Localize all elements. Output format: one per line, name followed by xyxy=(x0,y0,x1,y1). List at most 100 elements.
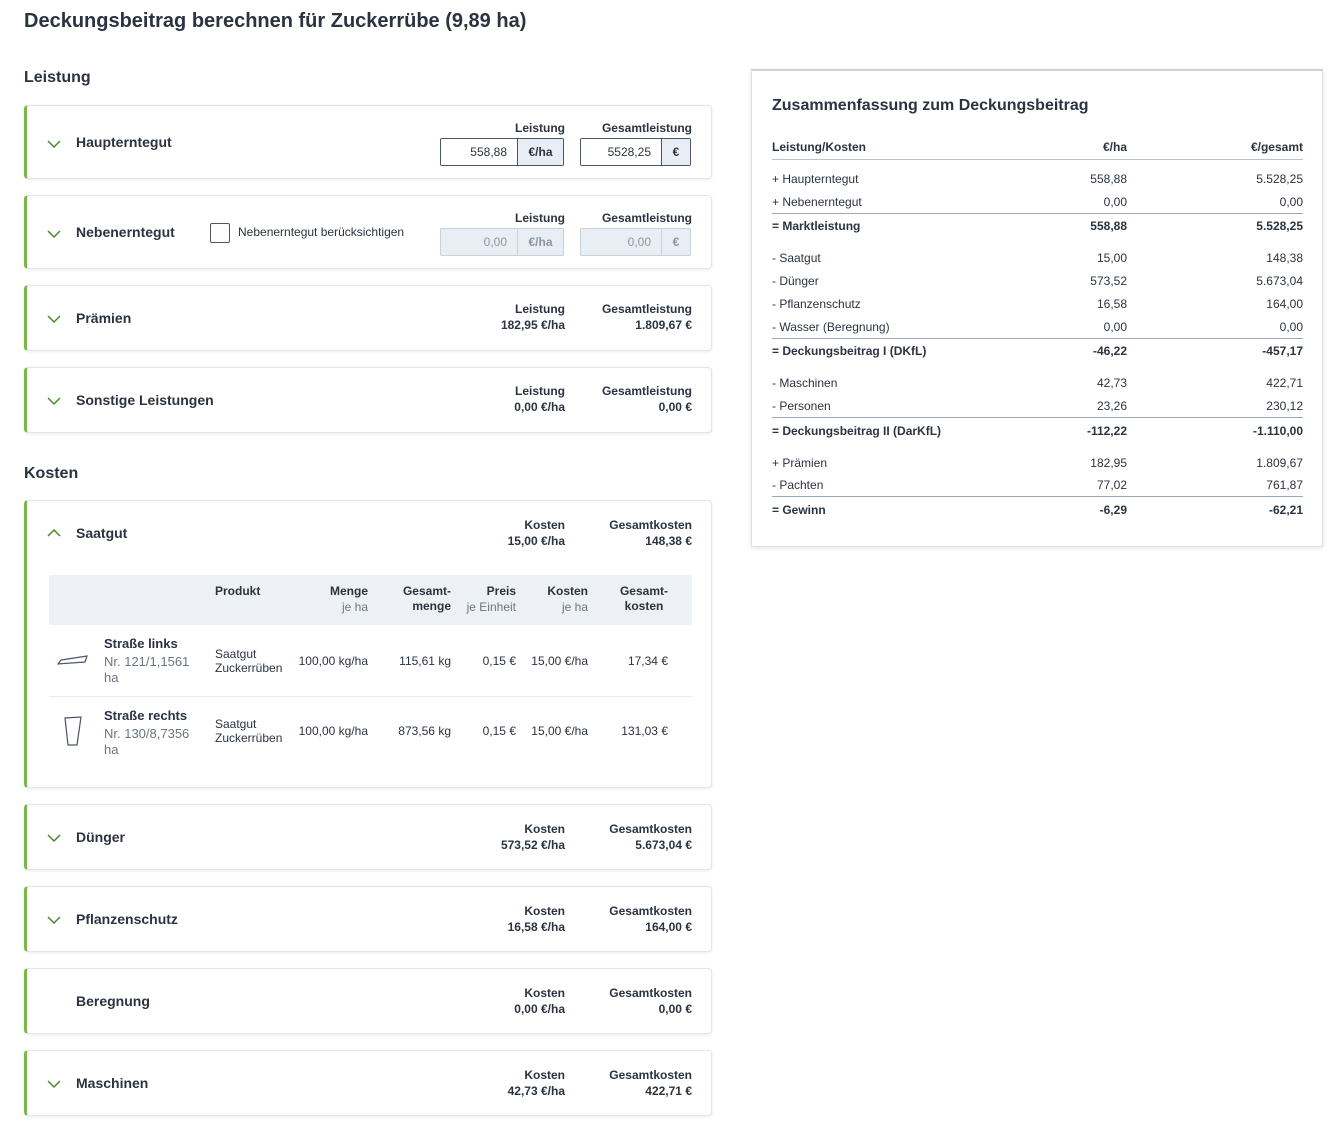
field-number: Nr. 121/1,1561 ha xyxy=(104,654,204,686)
card-header-pflanzenschutz[interactable]: Pflanzenschutz Kosten 16,58 €/ha Gesamtk… xyxy=(27,887,711,953)
summary-row-total: 5.528,25 xyxy=(1256,219,1303,233)
leistung-input-group[interactable]: 558,88 €/ha xyxy=(440,138,564,166)
summary-row-per-ha: 182,95 xyxy=(1090,456,1127,470)
gesamtkosten-metric: Gesamtkosten 148,38 € xyxy=(609,517,692,549)
summary-row-total: 5.673,04 xyxy=(1256,274,1303,288)
card-header-maschinen[interactable]: Maschinen Kosten 42,73 €/ha Gesamtkosten… xyxy=(27,1051,711,1117)
card-title: Sonstige Leistungen xyxy=(76,392,214,408)
summary-row-label: = Marktleistung xyxy=(772,219,861,233)
col-menge-title: Menge xyxy=(329,584,368,598)
card-pflanzenschutz: Pflanzenschutz Kosten 16,58 €/ha Gesamtk… xyxy=(24,886,712,952)
summary-row-per-ha: 558,88 xyxy=(1090,172,1127,186)
summary-row-label: - Personen xyxy=(772,399,831,413)
nebenerntegut-checkbox-label[interactable]: Nebenerntegut berücksichtigen xyxy=(238,225,405,239)
metric-value: 573,52 €/ha xyxy=(500,838,565,852)
chevron-down-icon[interactable] xyxy=(47,396,61,406)
leistung-input-group-disabled: 0,00 €/ha xyxy=(440,228,564,256)
summary-row-label: + Nebenerntegut xyxy=(772,195,862,209)
nebenerntegut-checkbox[interactable] xyxy=(210,223,230,243)
summary-row-total-gewinn: = Gewinn -6,29 -62,21 xyxy=(772,500,1303,520)
chevron-down-icon[interactable] xyxy=(47,229,61,239)
chevron-down-icon[interactable] xyxy=(47,833,61,843)
unit-per-ha: €/ha xyxy=(517,229,563,255)
card-praemien: Prämien Leistung 182,95 €/ha Gesamtleist… xyxy=(24,285,712,351)
summary-row-label: + Prämien xyxy=(772,456,828,470)
metric-value: 15,00 €/ha xyxy=(507,534,565,548)
kosten-metric: Kosten 42,73 €/ha xyxy=(508,1067,565,1099)
summary-row-total: -457,17 xyxy=(1262,344,1303,358)
summary-divider xyxy=(772,159,1303,160)
summary-row-per-ha: 558,88 xyxy=(1090,219,1127,233)
metric-value: 0,00 € xyxy=(658,400,692,414)
chevron-down-icon[interactable] xyxy=(47,139,61,149)
col-gesamtkosten-line2: kosten xyxy=(624,599,664,613)
summary-row-total-db2: = Deckungsbeitrag II (DarKfL) -112,22 -1.1… xyxy=(772,421,1303,441)
saatgut-table: Produkt Menge je ha Gesamt- menge Preis … xyxy=(49,575,692,769)
summary-row-total: 761,87 xyxy=(1266,478,1303,492)
card-sonstige-leistungen: Sonstige Leistungen Leistung 0,00 €/ha G… xyxy=(24,367,712,433)
metric-label: Gesamtkosten xyxy=(609,904,692,918)
metric-label: Kosten xyxy=(524,986,565,1000)
summary-row: + Haupterntegut 558,88 5.528,25 xyxy=(772,169,1303,189)
chevron-up-icon[interactable] xyxy=(47,528,61,538)
summary-row-per-ha: 573,52 xyxy=(1090,274,1127,288)
metric-value: 0,00 €/ha xyxy=(514,400,565,414)
card-header-sonstige[interactable]: Sonstige Leistungen Leistung 0,00 €/ha G… xyxy=(27,368,711,434)
metric-label: Gesamtkosten xyxy=(609,986,692,1000)
summary-row-total: 0,00 xyxy=(1279,195,1303,209)
gesamtleistung-input-group[interactable]: 5528,25 € xyxy=(580,138,691,166)
summary-header: Leistung/Kosten €/ha €/gesamt xyxy=(772,137,1303,157)
kosten-metric: Kosten 573,52 €/ha xyxy=(501,821,565,853)
leistung-metric: Leistung 182,95 €/ha xyxy=(501,301,565,333)
leistung-input[interactable]: 558,88 xyxy=(441,139,517,165)
field-name: Straße rechts xyxy=(104,708,188,723)
summary-row-total: 1.809,67 xyxy=(1256,456,1303,470)
gesamtleistung-input[interactable]: 5528,25 xyxy=(581,139,661,165)
summary-row-per-ha: 0,00 xyxy=(1103,320,1127,334)
summary-row-per-ha: 42,73 xyxy=(1096,376,1127,390)
summary-row-per-ha: 15,00 xyxy=(1096,251,1127,265)
summary-row: - Maschinen 42,73 422,71 xyxy=(772,373,1303,393)
card-header-praemien[interactable]: Prämien Leistung 182,95 €/ha Gesamtleist… xyxy=(27,286,711,352)
summary-row-label: = Gewinn xyxy=(772,503,826,517)
summary-row-label: - Wasser (Beregnung) xyxy=(772,320,890,334)
card-nebenerntegut: Nebenerntegut Nebenerntegut berücksichti… xyxy=(24,195,712,269)
col-gesamtmenge: Gesamt- menge xyxy=(403,584,451,614)
chevron-down-icon[interactable] xyxy=(47,915,61,925)
card-header-saatgut[interactable]: Saatgut Kosten 15,00 €/ha Gesamtkosten 1… xyxy=(27,501,711,567)
card-header-duenger[interactable]: Dünger Kosten 573,52 €/ha Gesamtkosten 5… xyxy=(27,805,711,871)
summary-row-total: 0,00 xyxy=(1279,320,1303,334)
card-maschinen: Maschinen Kosten 42,73 €/ha Gesamtkosten… xyxy=(24,1050,712,1116)
col-preis-sub: je Einheit xyxy=(466,600,516,614)
summary-row-label: - Pachten xyxy=(772,478,824,492)
metric-value: 0,00 €/ha xyxy=(514,1002,565,1016)
card-header-nebenerntegut[interactable]: Nebenerntegut Nebenerntegut berücksichti… xyxy=(27,196,711,270)
unit-euro: € xyxy=(661,229,690,255)
metric-value: 5.673,04 € xyxy=(635,838,692,852)
chevron-down-icon[interactable] xyxy=(47,1079,61,1089)
summary-row-label: = Deckungsbeitrag II (DarKfL) xyxy=(772,424,942,438)
summary-row: + Prämien 182,95 1.809,67 xyxy=(772,453,1303,473)
cell-gesamtkosten: 131,03 € xyxy=(621,724,668,738)
page-title: Deckungsbeitrag berechnen für Zuckerrübe… xyxy=(24,10,527,32)
produkt-line1: Saatgut xyxy=(215,717,257,731)
kosten-metric: Kosten 0,00 €/ha xyxy=(514,985,565,1017)
card-title: Maschinen xyxy=(76,1075,149,1091)
field-number-line2: ha xyxy=(104,670,119,685)
field-number-line1: Nr. 130/8,7356 xyxy=(104,726,190,741)
table-row: Straße links Nr. 121/1,1561 ha Saatgut Z… xyxy=(49,625,692,697)
col-preis-title: Preis xyxy=(486,584,516,598)
summary-row-total-db1: = Deckungsbeitrag I (DKfL) -46,22 -457,17 xyxy=(772,341,1303,361)
card-header-haupterntegut[interactable]: Haupterntegut Leistung Gesamtleistung 55… xyxy=(27,106,711,180)
table-header: Produkt Menge je ha Gesamt- menge Preis … xyxy=(49,575,692,625)
field-number: Nr. 130/8,7356 ha xyxy=(104,726,204,758)
summary-row: - Dünger 573,52 5.673,04 xyxy=(772,271,1303,291)
summary-divider xyxy=(772,213,1303,214)
chevron-down-icon[interactable] xyxy=(47,314,61,324)
cell-kosten: 15,00 €/ha xyxy=(531,654,588,668)
gesamtleistung-metric: Gesamtleistung 0,00 € xyxy=(602,383,692,415)
card-title: Beregnung xyxy=(76,993,150,1009)
summary-row-total: -62,21 xyxy=(1268,503,1303,517)
summary-col-label: Leistung/Kosten xyxy=(772,140,867,154)
summary-row-total: -1.110,00 xyxy=(1252,424,1303,438)
